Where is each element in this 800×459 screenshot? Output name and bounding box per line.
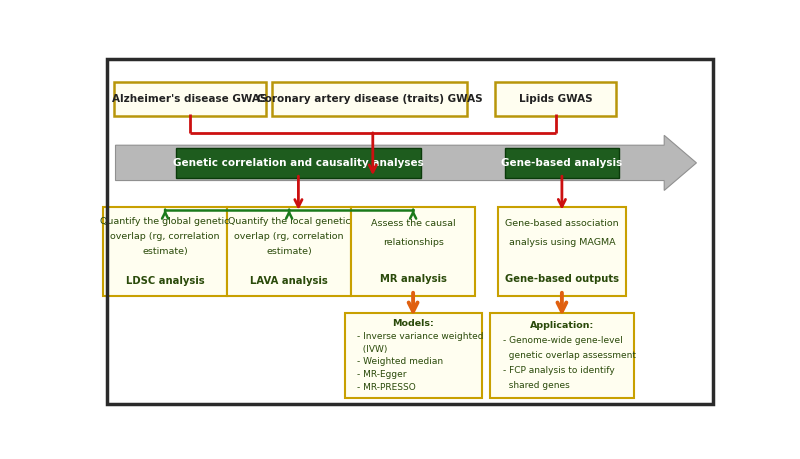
Text: estimate): estimate): [266, 247, 312, 256]
Text: relationships: relationships: [382, 237, 443, 246]
Text: shared genes: shared genes: [502, 381, 570, 390]
Text: LDSC analysis: LDSC analysis: [126, 276, 205, 286]
Text: Lipids GWAS: Lipids GWAS: [519, 94, 593, 104]
FancyBboxPatch shape: [226, 207, 351, 296]
FancyBboxPatch shape: [272, 83, 467, 116]
Text: - MR-Egger: - MR-Egger: [357, 370, 406, 379]
Text: overlap (rg, correlation: overlap (rg, correlation: [234, 232, 344, 241]
FancyBboxPatch shape: [505, 148, 619, 178]
FancyBboxPatch shape: [102, 207, 227, 296]
Text: Assess the causal: Assess the causal: [370, 219, 455, 228]
Text: Application:: Application:: [530, 321, 594, 330]
Text: (IVW): (IVW): [357, 345, 387, 354]
Text: Gene-based outputs: Gene-based outputs: [505, 274, 619, 284]
Text: MR analysis: MR analysis: [380, 274, 446, 284]
FancyBboxPatch shape: [490, 313, 634, 398]
FancyBboxPatch shape: [345, 313, 482, 398]
Text: Alzheimer's disease GWAS: Alzheimer's disease GWAS: [112, 94, 267, 104]
Text: - FCP analysis to identify: - FCP analysis to identify: [502, 366, 614, 375]
Text: Genetic correlation and causality analyses: Genetic correlation and causality analys…: [173, 158, 424, 168]
Text: Coronary artery disease (traits) GWAS: Coronary artery disease (traits) GWAS: [257, 94, 482, 104]
Text: LAVA analysis: LAVA analysis: [250, 276, 328, 286]
Text: Gene-based analysis: Gene-based analysis: [502, 158, 622, 168]
Polygon shape: [115, 135, 697, 190]
Text: Models:: Models:: [392, 319, 434, 329]
Text: Quantify the global genetic: Quantify the global genetic: [101, 217, 230, 225]
Text: genetic overlap assessment: genetic overlap assessment: [502, 351, 636, 360]
FancyBboxPatch shape: [350, 207, 475, 296]
Text: - Weighted median: - Weighted median: [357, 357, 443, 366]
Text: - MR-PRESSO: - MR-PRESSO: [357, 382, 416, 392]
Text: estimate): estimate): [142, 247, 188, 256]
Text: - Inverse variance weighted: - Inverse variance weighted: [357, 332, 483, 341]
Text: analysis using MAGMA: analysis using MAGMA: [509, 237, 615, 246]
FancyBboxPatch shape: [495, 83, 616, 116]
Text: Quantify the local genetic: Quantify the local genetic: [228, 217, 350, 225]
Text: Gene-based association: Gene-based association: [505, 219, 618, 228]
Text: overlap (rg, correlation: overlap (rg, correlation: [110, 232, 220, 241]
FancyBboxPatch shape: [114, 83, 266, 116]
FancyBboxPatch shape: [176, 148, 421, 178]
Text: - Genome-wide gene-level: - Genome-wide gene-level: [502, 336, 622, 345]
FancyBboxPatch shape: [498, 207, 626, 296]
